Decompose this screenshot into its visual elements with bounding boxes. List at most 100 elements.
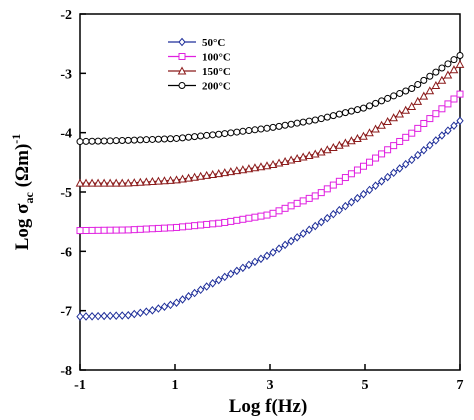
data-point-diamond bbox=[136, 308, 144, 318]
data-point-square bbox=[299, 197, 307, 205]
data-point-triangle bbox=[256, 162, 266, 171]
data-point-square bbox=[420, 119, 428, 127]
y-tick-label: -4 bbox=[60, 127, 72, 142]
data-point-circle bbox=[148, 135, 156, 143]
data-point-circle bbox=[257, 125, 265, 133]
data-point-square bbox=[191, 222, 199, 230]
x-tick-label: 7 bbox=[457, 378, 464, 393]
data-point-square bbox=[353, 166, 361, 174]
data-point-square bbox=[239, 215, 247, 223]
data-point-circle bbox=[94, 137, 102, 145]
data-point-circle bbox=[203, 131, 211, 139]
data-point-triangle bbox=[292, 153, 302, 163]
data-point-triangle bbox=[232, 166, 242, 175]
data-point-diamond bbox=[317, 217, 325, 227]
data-point-square bbox=[275, 207, 283, 215]
data-point-circle bbox=[317, 115, 325, 123]
data-point-triangle bbox=[377, 120, 386, 129]
series-line bbox=[79, 120, 461, 318]
y-tick-label: -6 bbox=[60, 245, 72, 260]
data-point-triangle bbox=[105, 178, 115, 187]
data-point-diamond bbox=[124, 310, 132, 320]
data-point-square bbox=[154, 224, 162, 232]
data-point-triangle bbox=[268, 159, 278, 169]
data-point-square bbox=[257, 212, 265, 220]
data-point-diamond bbox=[389, 168, 398, 178]
data-point-square bbox=[233, 216, 241, 224]
plot-frame bbox=[79, 13, 461, 371]
data-point-diamond bbox=[196, 285, 205, 295]
data-point-triangle bbox=[401, 105, 411, 114]
y-axis-title: Log σac (Ωm)-1 bbox=[9, 134, 36, 251]
data-point-square bbox=[221, 218, 229, 226]
data-point-diamond bbox=[82, 312, 90, 321]
data-point-triangle bbox=[449, 65, 459, 74]
data-point-triangle bbox=[274, 158, 284, 167]
data-point-triangle bbox=[142, 177, 151, 186]
data-point-diamond bbox=[299, 229, 307, 238]
data-point-circle bbox=[221, 130, 229, 138]
data-point-circle bbox=[76, 138, 84, 146]
data-point-diamond bbox=[414, 150, 422, 160]
data-point-square bbox=[112, 226, 120, 234]
data-point-diamond bbox=[239, 263, 247, 273]
data-point-square bbox=[329, 181, 337, 189]
y-tick-label: -3 bbox=[60, 67, 72, 82]
data-point-square bbox=[281, 204, 289, 212]
data-point-circle bbox=[396, 89, 404, 97]
data-point-circle bbox=[185, 133, 193, 141]
data-point-square bbox=[444, 100, 452, 108]
data-point-square bbox=[76, 227, 84, 235]
data-point-circle bbox=[305, 117, 313, 125]
data-point-triangle bbox=[75, 178, 85, 187]
series-diamond bbox=[76, 116, 464, 321]
data-point-triangle bbox=[413, 96, 423, 105]
data-point-triangle bbox=[365, 128, 374, 137]
data-point-square bbox=[142, 225, 150, 233]
y-tick-label: -8 bbox=[60, 364, 72, 379]
data-point-circle bbox=[347, 107, 355, 115]
data-point-diamond bbox=[106, 311, 114, 321]
data-point-circle bbox=[191, 133, 199, 141]
data-point-triangle bbox=[455, 59, 465, 68]
data-point-square bbox=[100, 226, 108, 234]
data-point-diamond bbox=[203, 282, 211, 291]
data-point-circle bbox=[154, 135, 162, 143]
legend-item: 50°C bbox=[168, 37, 225, 49]
data-point-square bbox=[450, 95, 458, 103]
data-point-triangle bbox=[196, 171, 205, 180]
data-point-diamond bbox=[245, 260, 253, 270]
data-point-circle bbox=[353, 106, 361, 114]
data-point-triangle bbox=[353, 133, 362, 142]
data-point-square bbox=[88, 226, 96, 234]
data-point-square bbox=[408, 129, 416, 137]
data-point-square bbox=[323, 185, 331, 193]
data-point-square bbox=[438, 105, 446, 113]
data-point-triangle bbox=[135, 177, 145, 186]
data-point-triangle bbox=[304, 150, 314, 160]
data-point-diamond bbox=[408, 155, 416, 165]
data-point-diamond bbox=[166, 300, 175, 310]
series-line bbox=[80, 63, 461, 184]
x-tick-label: 3 bbox=[267, 378, 274, 393]
data-point-diamond bbox=[305, 225, 313, 235]
data-point-diamond bbox=[359, 189, 368, 199]
data-point-square bbox=[414, 124, 422, 132]
data-point-square bbox=[203, 220, 211, 228]
series-square bbox=[76, 90, 464, 235]
data-point-triangle bbox=[383, 116, 392, 126]
data-point-square bbox=[402, 133, 410, 141]
legend-item: 200°C bbox=[168, 81, 231, 93]
legend-label: 150°C bbox=[202, 66, 231, 78]
data-point-circle bbox=[209, 131, 217, 139]
data-point-circle bbox=[215, 130, 223, 138]
data-point-circle bbox=[166, 135, 174, 143]
data-point-circle bbox=[263, 124, 271, 132]
data-point-circle bbox=[118, 137, 126, 145]
data-point-square bbox=[432, 110, 440, 118]
data-point-circle bbox=[106, 137, 114, 145]
data-point-diamond bbox=[450, 121, 458, 130]
data-point-triangle bbox=[160, 176, 169, 185]
data-point-circle bbox=[366, 102, 374, 110]
